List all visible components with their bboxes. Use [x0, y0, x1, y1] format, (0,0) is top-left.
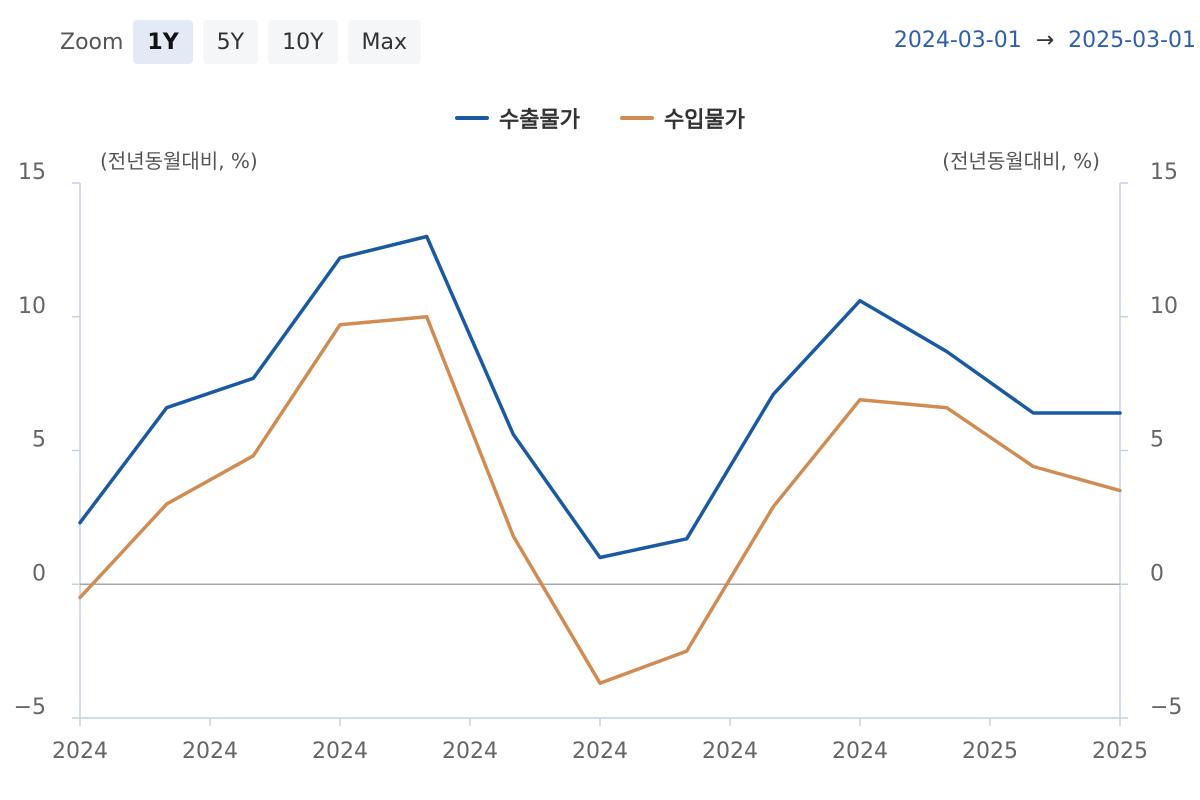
x-tick-label: 2025 [1092, 739, 1148, 764]
range-end-date[interactable]: 2025-03-01 [1068, 28, 1196, 53]
legend-item-import[interactable]: 수입물가 [620, 102, 745, 134]
legend-swatch-import [620, 116, 654, 120]
legend-label-export: 수출물가 [499, 108, 580, 133]
legend-item-export[interactable]: 수출물가 [455, 102, 580, 134]
zoom-label: Zoom [60, 29, 124, 55]
y-tick-label-left: 5 [32, 428, 46, 453]
x-tick-label: 2024 [702, 739, 758, 764]
y-tick-label-right: 10 [1150, 294, 1178, 319]
zoom-5y-button[interactable]: 5Y [202, 20, 259, 64]
y-tick-label-right: 0 [1150, 561, 1164, 586]
legend-label-import: 수입물가 [664, 108, 745, 133]
zoom-toolbar: Zoom 1Y 5Y 10Y Max [60, 20, 431, 64]
zoom-10y-button[interactable]: 10Y [268, 20, 338, 64]
series-line-export [78, 234, 1122, 560]
x-tick-label: 2024 [312, 739, 368, 764]
y-tick-label-right: 5 [1150, 428, 1164, 453]
zoom-1y-button[interactable]: 1Y [133, 20, 193, 64]
x-tick-label: 2024 [832, 739, 888, 764]
y-tick-label-right: −5 [1150, 695, 1182, 720]
left-axis-unit: (전년동월대비, %) [100, 149, 258, 173]
x-tick-label: 2024 [52, 739, 108, 764]
y-tick-label-left: 15 [18, 160, 46, 185]
y-tick-label-right: 15 [1150, 160, 1178, 185]
right-axis-unit: (전년동월대비, %) [942, 149, 1100, 173]
date-range: 2024-03-01 → 2025-03-01 [894, 28, 1196, 53]
range-start-date[interactable]: 2024-03-01 [893, 28, 1022, 53]
x-tick-label: 2024 [182, 739, 238, 764]
x-tick-label: 2024 [442, 739, 498, 764]
y-tick-label-left: 0 [32, 561, 46, 586]
series-line-import [78, 315, 1122, 685]
legend-swatch-export [455, 116, 490, 120]
range-arrow: → [1035, 28, 1055, 53]
chart-legend: 수출물가 수입물가 [0, 102, 1200, 134]
zoom-max-button[interactable]: Max [347, 20, 422, 64]
y-tick-label-left: 10 [18, 294, 46, 319]
y-tick-label-left: −5 [14, 695, 46, 720]
x-tick-label: 2024 [572, 739, 628, 764]
x-tick-label: 2025 [962, 739, 1018, 764]
